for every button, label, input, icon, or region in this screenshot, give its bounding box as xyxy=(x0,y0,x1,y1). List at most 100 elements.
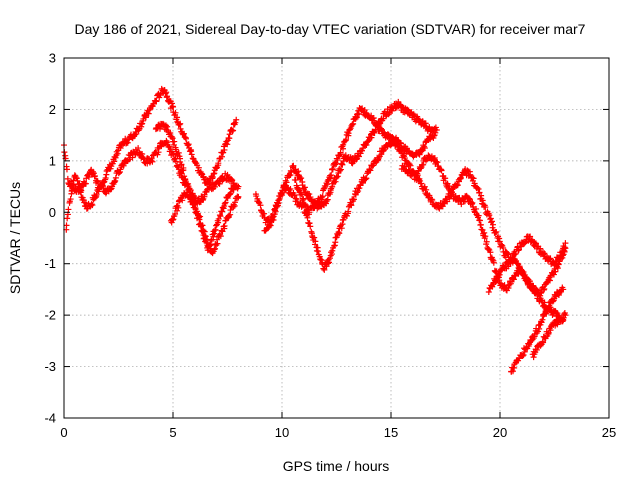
data-point xyxy=(354,189,361,196)
data-point xyxy=(555,312,562,319)
data-point xyxy=(319,193,326,200)
y-tick-label: -4 xyxy=(44,411,56,426)
data-point xyxy=(326,259,333,266)
data-point xyxy=(170,216,177,223)
data-point xyxy=(403,145,410,152)
data-point xyxy=(89,202,96,209)
data-point xyxy=(359,179,366,186)
x-tick-label: 5 xyxy=(169,425,176,440)
data-point xyxy=(65,206,72,213)
x-axis-label: GPS time / hours xyxy=(283,458,390,474)
data-point xyxy=(485,245,492,252)
data-point xyxy=(418,180,425,187)
data-point xyxy=(202,233,209,240)
data-point xyxy=(91,172,98,179)
data-point xyxy=(433,127,440,133)
data-point xyxy=(133,130,140,137)
data-point xyxy=(290,162,297,169)
data-point xyxy=(311,234,318,241)
data-point xyxy=(120,162,127,169)
data-point xyxy=(177,120,184,127)
chart-title: Day 186 of 2021, Sidereal Day-to-day VTE… xyxy=(75,21,586,37)
data-point xyxy=(337,149,344,156)
data-point xyxy=(271,206,278,213)
data-point xyxy=(96,186,103,193)
data-point xyxy=(519,353,526,360)
data-point xyxy=(69,187,76,194)
data-point xyxy=(195,164,202,171)
data-point xyxy=(333,160,340,167)
data-point xyxy=(191,201,198,208)
data-point xyxy=(461,198,468,205)
data-point xyxy=(342,152,349,159)
x-tick-label: 15 xyxy=(384,425,398,440)
data-point xyxy=(112,174,119,181)
data-point xyxy=(547,255,554,262)
y-tick-label: -1 xyxy=(44,256,56,271)
data-point xyxy=(323,198,330,205)
data-point xyxy=(553,259,560,266)
data-point xyxy=(336,167,343,174)
data-point xyxy=(145,110,152,117)
data-point xyxy=(224,141,231,148)
data-point xyxy=(83,175,90,182)
data-point xyxy=(232,119,239,126)
data-point xyxy=(214,240,221,247)
data-point xyxy=(144,160,151,167)
data-point xyxy=(222,199,229,206)
data-point xyxy=(537,245,544,252)
data-point xyxy=(438,167,445,174)
data-point xyxy=(298,191,305,198)
data-point xyxy=(164,123,171,130)
data-point xyxy=(253,193,260,200)
data-point xyxy=(435,163,442,170)
data-point xyxy=(421,183,428,190)
data-point xyxy=(112,177,119,184)
data-point xyxy=(414,115,421,122)
data-point xyxy=(268,217,275,224)
data-point xyxy=(217,213,224,220)
data-point xyxy=(82,180,89,187)
data-point xyxy=(221,222,228,229)
data-point xyxy=(475,185,482,192)
data-point xyxy=(301,184,308,191)
data-point xyxy=(225,212,232,219)
data-point xyxy=(561,244,568,251)
data-point xyxy=(343,136,350,143)
data-point xyxy=(221,200,228,207)
data-point xyxy=(231,199,238,206)
data-point xyxy=(200,227,207,234)
data-point xyxy=(350,196,357,203)
data-point xyxy=(345,208,352,215)
data-point xyxy=(378,125,385,132)
data-point xyxy=(334,173,341,180)
data-point xyxy=(444,198,451,205)
data-point xyxy=(142,114,149,121)
data-point xyxy=(99,182,106,189)
data-point xyxy=(180,167,187,174)
data-point xyxy=(182,177,189,184)
data-point xyxy=(67,196,74,203)
data-point xyxy=(185,180,192,187)
data-point xyxy=(283,179,290,186)
data-point xyxy=(493,228,500,235)
data-point xyxy=(64,215,71,222)
data-point xyxy=(562,240,569,247)
data-point xyxy=(295,186,302,193)
data-point xyxy=(276,195,283,202)
y-tick-label: -3 xyxy=(44,359,56,374)
data-point xyxy=(302,201,309,208)
data-point xyxy=(186,185,193,192)
y-tick-label: 0 xyxy=(49,205,56,220)
data-point xyxy=(428,196,435,203)
data-point xyxy=(439,203,446,210)
y-tick-label: 2 xyxy=(49,102,56,117)
data-point xyxy=(78,187,85,194)
data-point xyxy=(82,199,89,206)
data-point xyxy=(493,278,500,285)
data-point xyxy=(75,181,82,188)
x-tick-label: 20 xyxy=(493,425,507,440)
data-point xyxy=(469,174,476,181)
data-point xyxy=(339,161,346,168)
data-point xyxy=(286,172,293,179)
